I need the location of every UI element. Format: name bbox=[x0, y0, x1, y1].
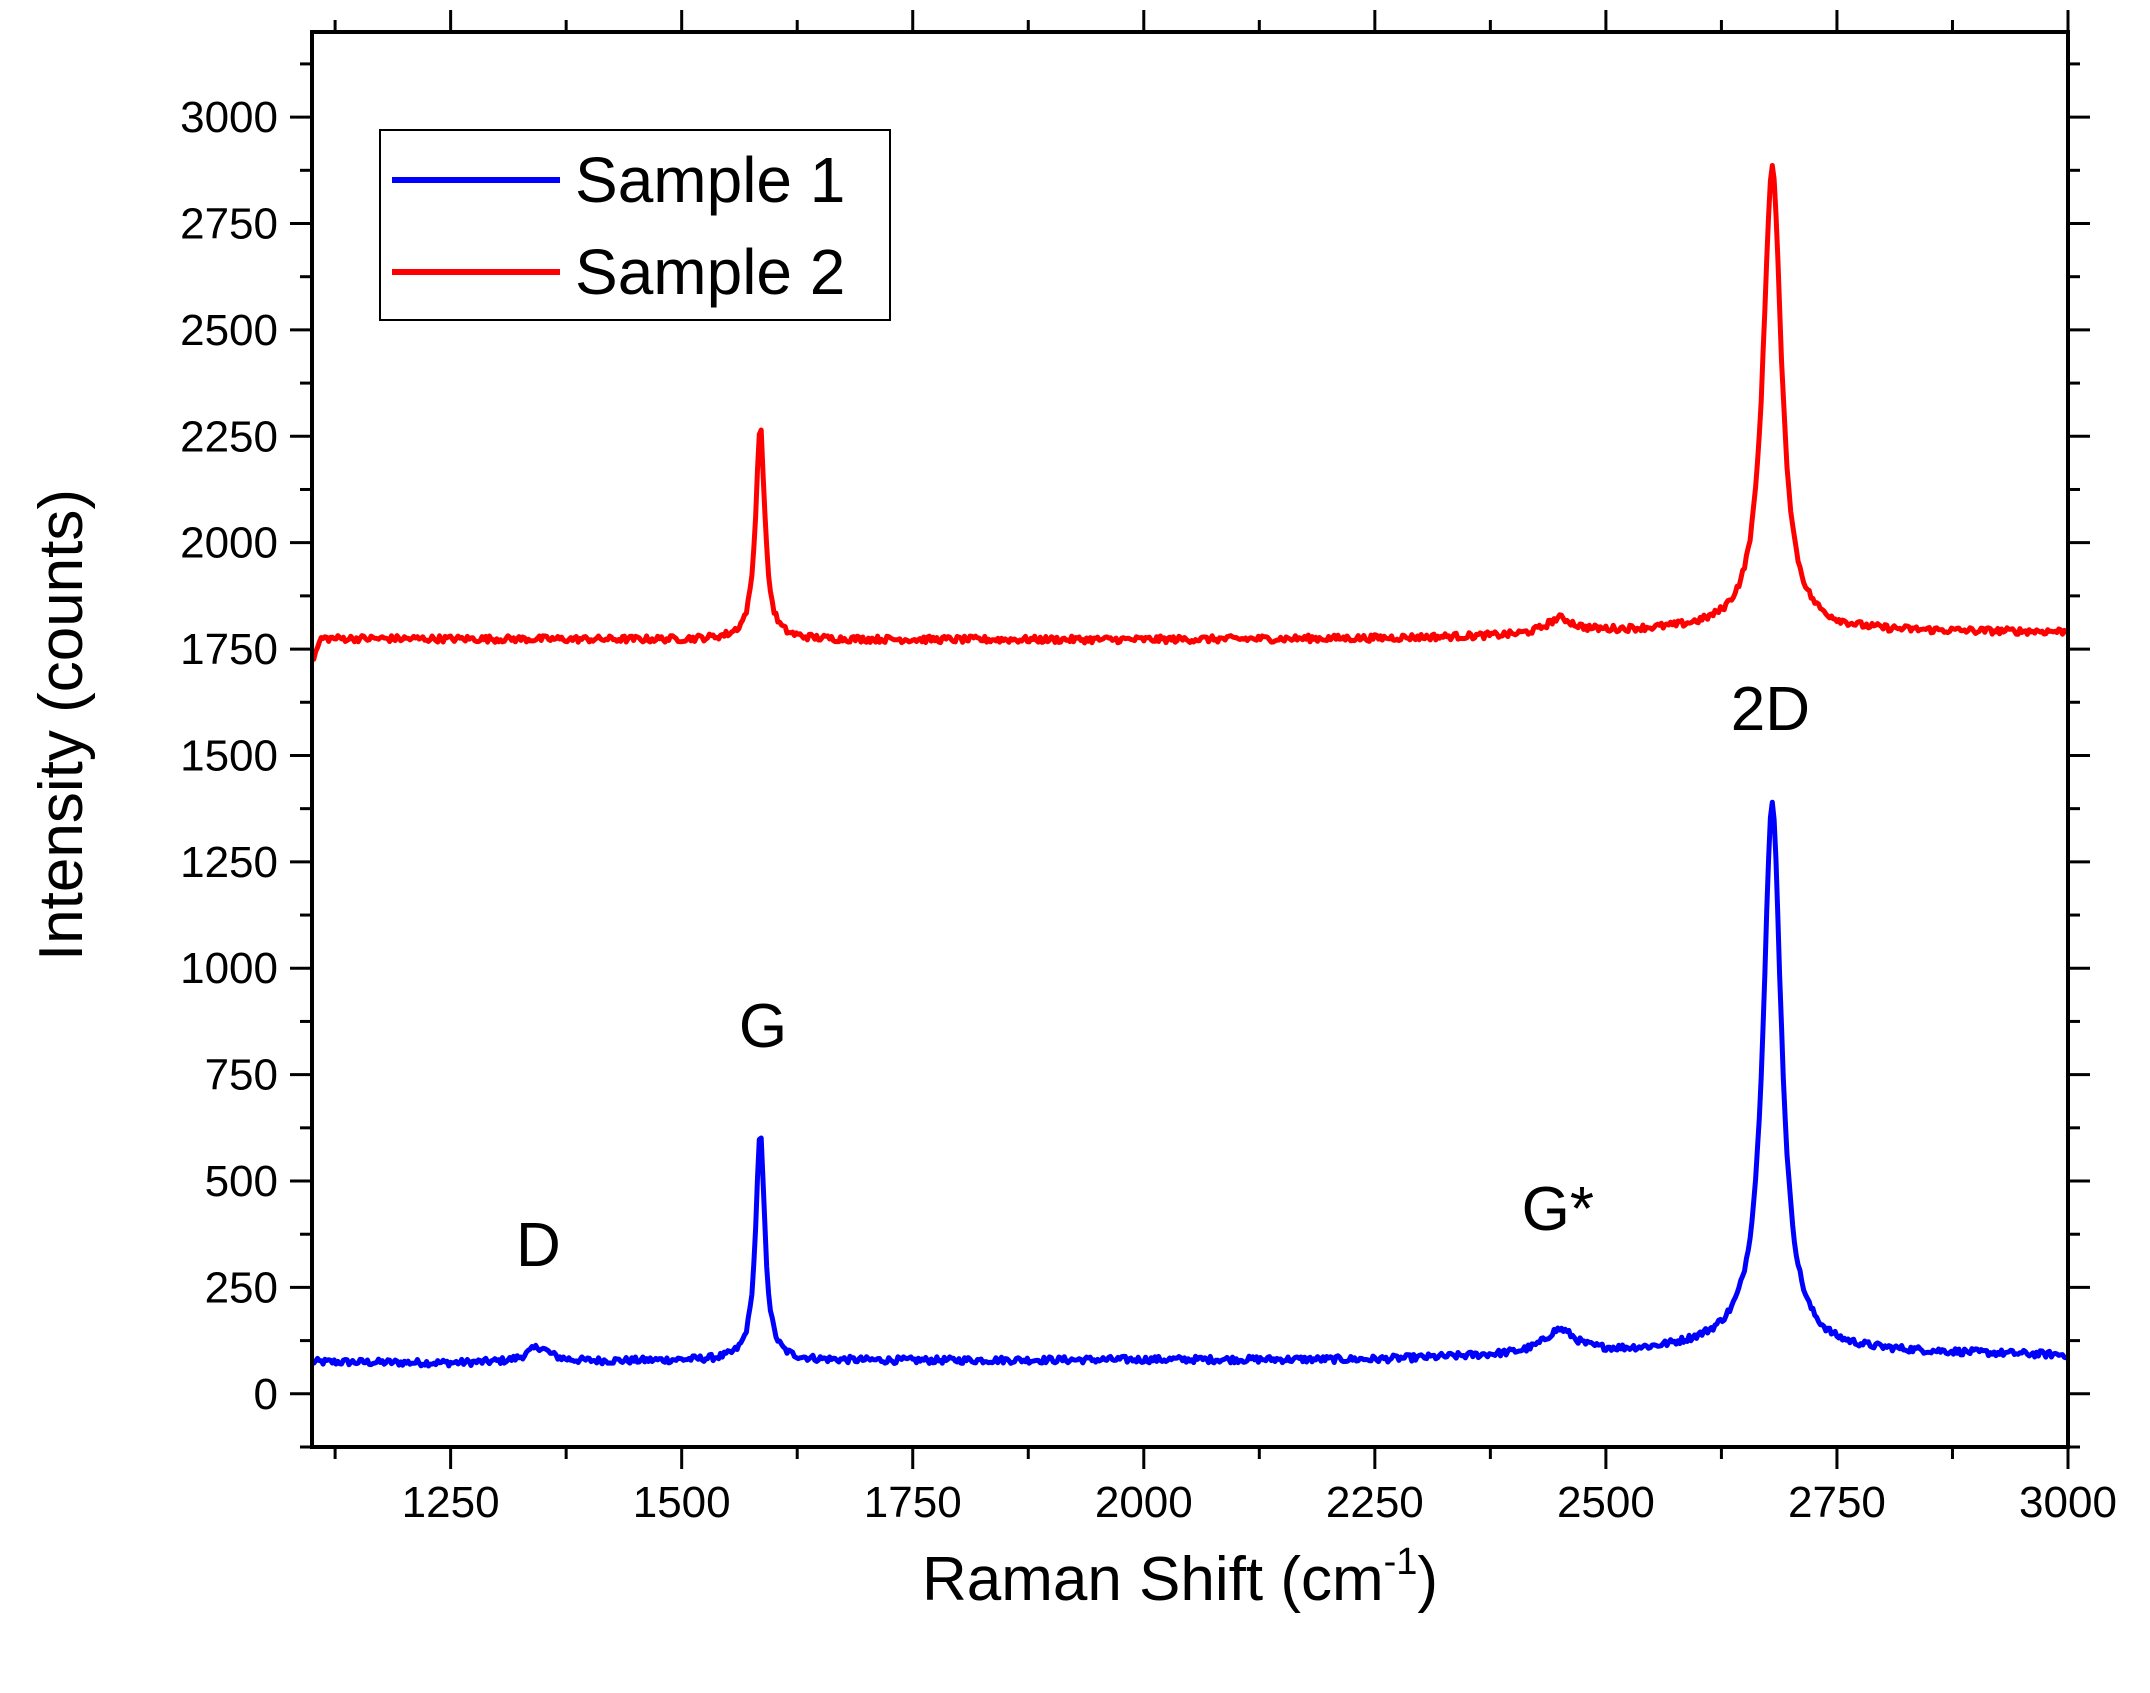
y-tick-label: 1500 bbox=[180, 731, 278, 780]
x-axis-title-close: ) bbox=[1417, 1545, 1438, 1614]
y-tick-label: 1000 bbox=[180, 944, 278, 993]
x-tick-label: 2000 bbox=[1095, 1478, 1193, 1527]
plot-frame bbox=[310, 30, 2070, 1449]
y-tick-label: 2000 bbox=[180, 519, 278, 568]
axis-ticks: 1250 1500 1750 2000 2250 2500 2750 3000 0 250 500 7… bbox=[180, 10, 2117, 1527]
y-axis-title: Intensity (counts) bbox=[27, 489, 96, 961]
y-tick-label: 3000 bbox=[180, 93, 278, 142]
series-line-2 bbox=[311, 163, 2070, 662]
x-tick-label: 1500 bbox=[633, 1478, 731, 1527]
x-axis-title: Raman Shift (cm-1) bbox=[922, 1541, 1438, 1614]
peak-label: G bbox=[739, 992, 787, 1061]
x-tick-label: 1250 bbox=[402, 1478, 500, 1527]
y-tick-label: 750 bbox=[205, 1051, 278, 1100]
legend-label-sample-1: Sample 1 bbox=[575, 144, 845, 216]
y-tick-label: 250 bbox=[205, 1263, 278, 1312]
y-tick-label: 1250 bbox=[180, 838, 278, 887]
x-axis-title-sup: -1 bbox=[1384, 1541, 1418, 1583]
x-tick-label: 2500 bbox=[1557, 1478, 1655, 1527]
legend: Sample 1 Sample 2 bbox=[379, 129, 891, 321]
peak-label: D bbox=[516, 1211, 561, 1280]
x-tick-label: 2250 bbox=[1326, 1478, 1424, 1527]
series-layer bbox=[310, 163, 2070, 1369]
x-axis-title-main: Raman Shift (cm bbox=[922, 1545, 1384, 1614]
x-tick-label: 1750 bbox=[864, 1478, 962, 1527]
y-tick-label: 2250 bbox=[180, 412, 278, 461]
peak-label: G* bbox=[1522, 1175, 1594, 1244]
y-tick-label: 1750 bbox=[180, 625, 278, 674]
peak-annotations: D G G* 2D bbox=[516, 675, 1810, 1280]
y-tick-label: 0 bbox=[254, 1370, 278, 1419]
legend-box bbox=[379, 129, 891, 321]
peak-label: 2D bbox=[1731, 675, 1810, 744]
x-tick-label: 2750 bbox=[1788, 1478, 1886, 1527]
x-tick-label: 3000 bbox=[2019, 1478, 2117, 1527]
y-tick-label: 2500 bbox=[180, 306, 278, 355]
y-tick-label: 2750 bbox=[180, 200, 278, 249]
series-line-1 bbox=[310, 799, 2070, 1369]
y-tick-label: 500 bbox=[205, 1157, 278, 1206]
legend-label-sample-2: Sample 2 bbox=[575, 236, 845, 308]
